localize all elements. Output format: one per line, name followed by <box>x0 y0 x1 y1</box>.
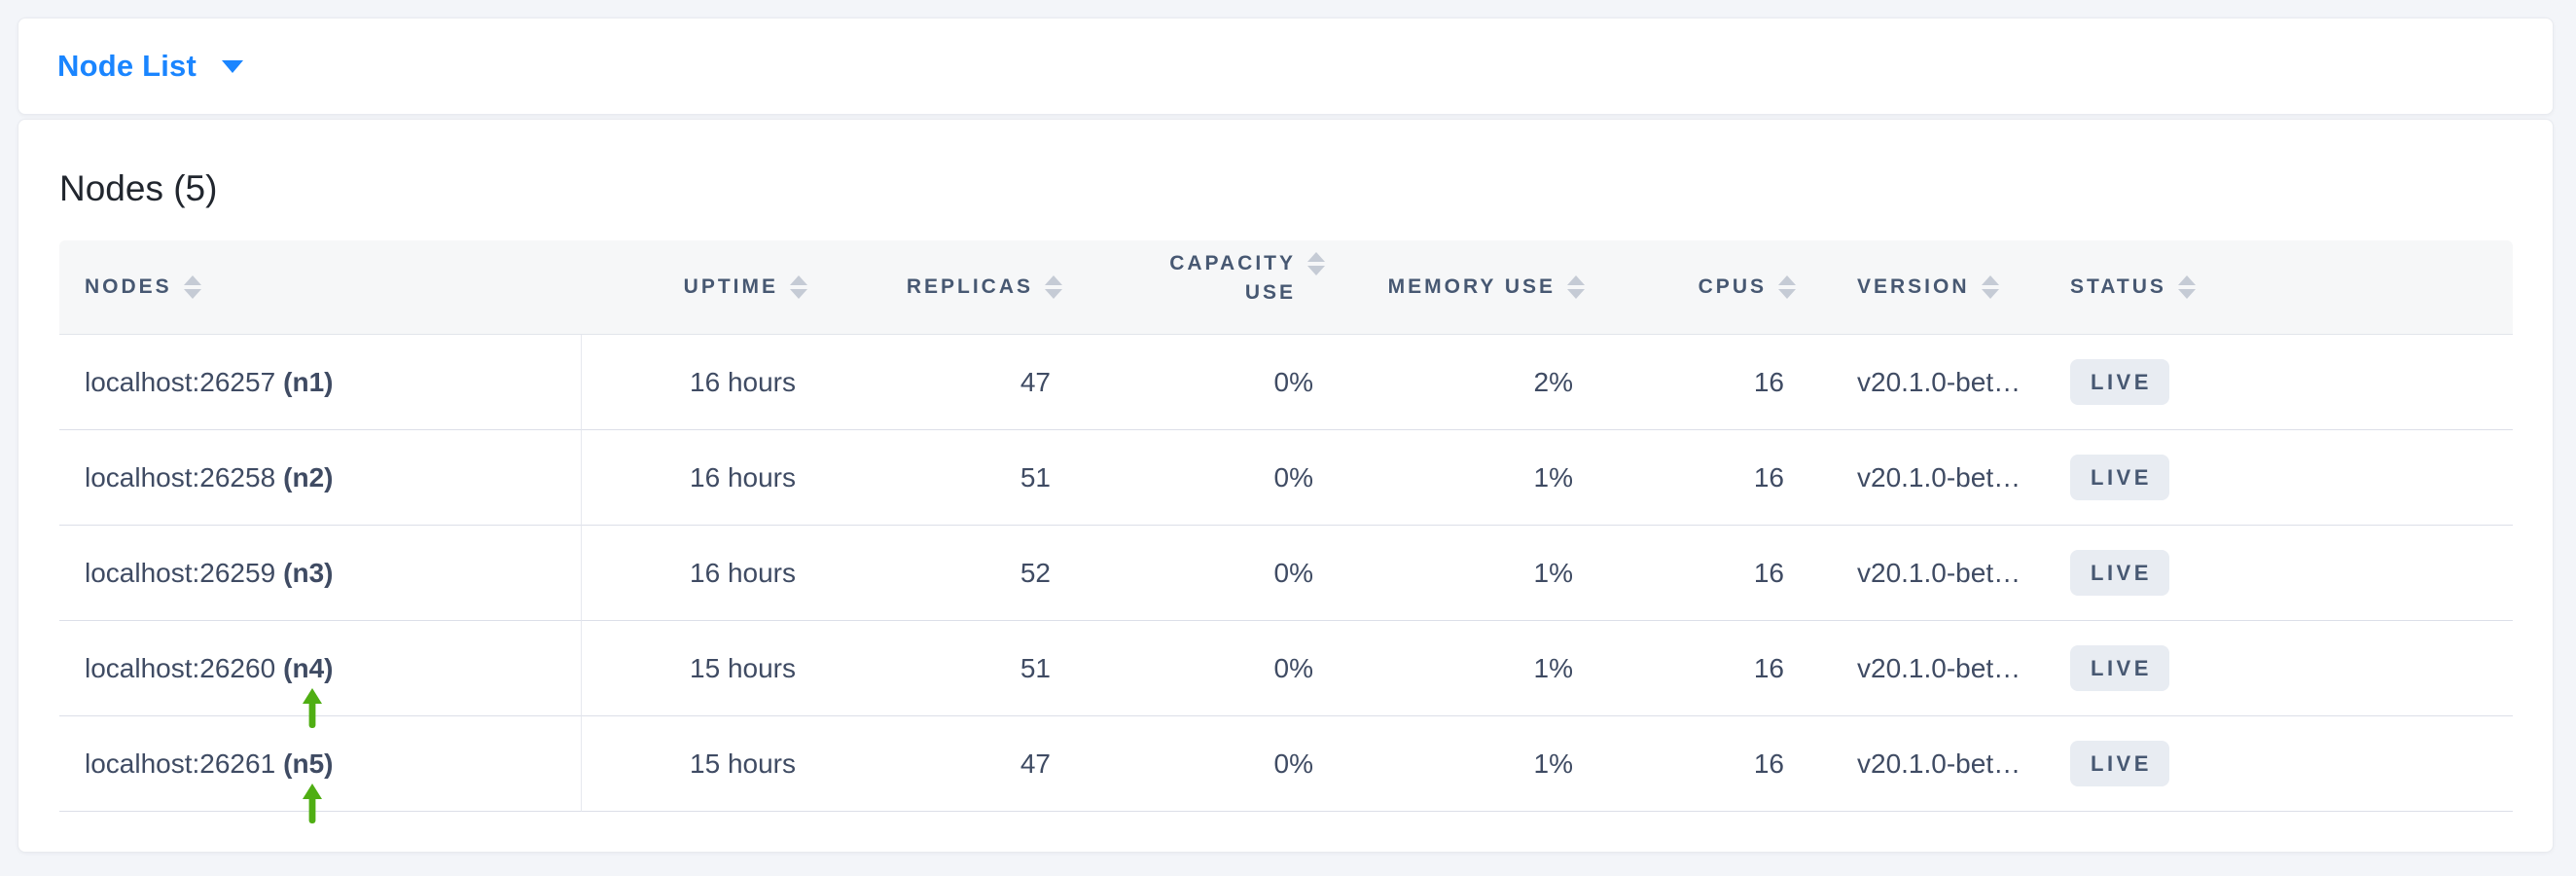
node-address: localhost:26257 <box>85 366 276 397</box>
capacity-use-cell: 0% <box>1070 430 1333 526</box>
node-list-dropdown-label: Node List <box>57 49 197 83</box>
status-badge: LIVE <box>2070 550 2169 596</box>
node-address-cell: localhost:26260 (n4) <box>59 621 582 728</box>
table-row: localhost:26259 (n3) 16 hours 52 0% 1% 16 v20.1… <box>59 526 2513 621</box>
node-id: (n3) <box>283 557 334 588</box>
column-header-replicas[interactable]: REPLICAS <box>815 240 1070 335</box>
memory-use-cell: 1% <box>1333 526 1592 621</box>
table-row: localhost:26258 (n2) 16 hours 51 0% 1% 16 v20.1… <box>59 430 2513 526</box>
sort-arrows-icon <box>1306 251 1327 276</box>
version-cell: v20.1.0-bet… <box>1804 430 2066 526</box>
column-label: VERSION <box>1857 275 1970 298</box>
cpus-cell: 16 <box>1592 430 1804 526</box>
sort-arrows-icon <box>1776 274 1798 300</box>
sort-arrows-icon <box>1980 274 2001 300</box>
replicas-cell: 47 <box>815 716 1070 812</box>
view-switcher-bar: Node List <box>18 18 2554 115</box>
table-row: localhost:26260 (n4) 15 hours 51 0% 1% 16 v20.1… <box>59 621 2513 728</box>
column-header-cpus[interactable]: CPUS <box>1592 240 1804 335</box>
uptime-cell: 16 hours <box>582 526 815 621</box>
column-header-uptime[interactable]: UPTIME <box>582 240 815 335</box>
node-address: localhost:26258 <box>85 461 276 493</box>
sort-arrows-icon <box>1043 274 1064 300</box>
table-body: localhost:26257 (n1) 16 hours 47 0% 2% 16 v20.1… <box>59 335 2513 823</box>
status-cell: LIVE <box>2066 430 2513 526</box>
sort-arrows-icon <box>788 274 809 300</box>
status-badge: LIVE <box>2070 741 2169 786</box>
arrow-up-icon <box>303 688 322 729</box>
table-row: localhost:26261 (n5) 15 hours 47 0% 1% 16 v20.1… <box>59 716 2513 823</box>
table-header: NODES UPTIME REPLICAS CAPACITY USE MEMORY USE… <box>59 240 2513 335</box>
cpus-cell: 16 <box>1592 621 1804 716</box>
column-header-version[interactable]: VERSION <box>1804 240 2066 335</box>
column-label: CPUS <box>1698 275 1767 298</box>
node-id: (n2) <box>283 461 334 493</box>
nodes-panel: Nodes (5) NODES UPTIME REPLICAS CAPACITY USE… <box>18 119 2554 853</box>
status-badge: LIVE <box>2070 455 2169 500</box>
column-header-status[interactable]: STATUS <box>2066 240 2513 335</box>
column-label: CAPACITY USE <box>1169 251 1296 304</box>
status-cell: LIVE <box>2066 335 2513 430</box>
node-id: (n4) <box>283 652 334 683</box>
capacity-use-cell: 0% <box>1070 716 1333 812</box>
memory-use-cell: 1% <box>1333 430 1592 526</box>
status-badge: LIVE <box>2070 645 2169 691</box>
memory-use-cell: 1% <box>1333 716 1592 812</box>
node-address-cell: localhost:26261 (n5) <box>59 716 582 823</box>
column-label: STATUS <box>2070 275 2166 298</box>
node-id: (n1) <box>283 366 334 397</box>
status-cell: LIVE <box>2066 621 2513 716</box>
table-header-row: NODES UPTIME REPLICAS CAPACITY USE MEMORY USE… <box>59 240 2513 335</box>
status-badge: LIVE <box>2070 359 2169 405</box>
uptime-cell: 16 hours <box>582 335 815 430</box>
column-header-memory-use[interactable]: MEMORY USE <box>1333 240 1592 335</box>
capacity-use-cell: 0% <box>1070 526 1333 621</box>
status-cell: LIVE <box>2066 716 2513 812</box>
sort-arrows-icon <box>182 274 203 300</box>
node-address-cell: localhost:26258 (n2) <box>59 430 582 526</box>
arrow-up-icon <box>303 784 322 824</box>
node-address: localhost:26260 <box>85 652 276 683</box>
uptime-cell: 15 hours <box>582 621 815 716</box>
cpus-cell: 16 <box>1592 335 1804 430</box>
node-address-cell: localhost:26259 (n3) <box>59 526 582 621</box>
replicas-cell: 47 <box>815 335 1070 430</box>
column-header-nodes[interactable]: NODES <box>59 240 582 335</box>
node-address: localhost:26261 <box>85 748 276 779</box>
caret-down-icon <box>222 59 244 73</box>
version-cell: v20.1.0-bet… <box>1804 716 2066 812</box>
sort-arrows-icon <box>1565 274 1587 300</box>
status-cell: LIVE <box>2066 526 2513 621</box>
page-title: Nodes (5) <box>59 168 218 208</box>
nodes-table: NODES UPTIME REPLICAS CAPACITY USE MEMORY USE… <box>59 240 2513 823</box>
memory-use-cell: 1% <box>1333 621 1592 716</box>
memory-use-cell: 2% <box>1333 335 1592 430</box>
column-label: REPLICAS <box>906 275 1033 298</box>
replicas-cell: 52 <box>815 526 1070 621</box>
cpus-cell: 16 <box>1592 526 1804 621</box>
sort-arrows-icon <box>2176 274 2198 300</box>
uptime-cell: 16 hours <box>582 430 815 526</box>
version-cell: v20.1.0-bet… <box>1804 335 2066 430</box>
capacity-use-cell: 0% <box>1070 621 1333 716</box>
column-label: MEMORY USE <box>1387 275 1556 298</box>
table-row: localhost:26257 (n1) 16 hours 47 0% 2% 16 v20.1… <box>59 335 2513 430</box>
column-label: UPTIME <box>683 275 778 298</box>
node-list-dropdown[interactable]: Node List <box>57 49 244 84</box>
cpus-cell: 16 <box>1592 716 1804 812</box>
node-id: (n5) <box>283 748 334 779</box>
node-address-cell: localhost:26257 (n1) <box>59 335 582 430</box>
uptime-cell: 15 hours <box>582 716 815 812</box>
column-label: NODES <box>85 275 172 298</box>
version-cell: v20.1.0-bet… <box>1804 621 2066 716</box>
replicas-cell: 51 <box>815 430 1070 526</box>
version-cell: v20.1.0-bet… <box>1804 526 2066 621</box>
node-address: localhost:26259 <box>85 557 276 588</box>
column-header-capacity-use[interactable]: CAPACITY USE <box>1070 240 1333 335</box>
replicas-cell: 51 <box>815 621 1070 716</box>
capacity-use-cell: 0% <box>1070 335 1333 430</box>
